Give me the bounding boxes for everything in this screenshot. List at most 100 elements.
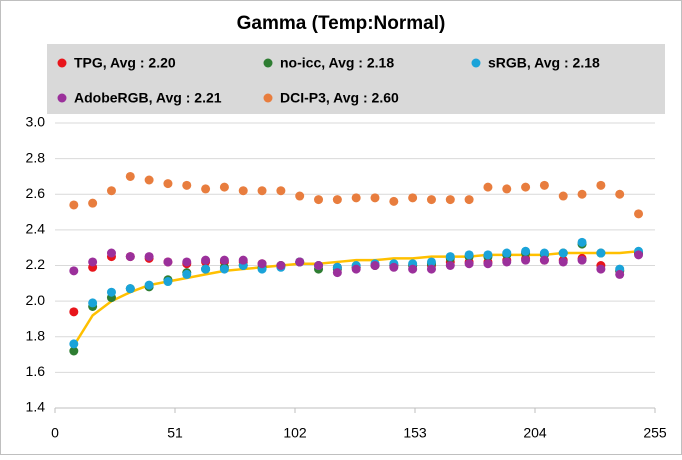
data-point bbox=[577, 189, 587, 199]
y-tick-label: 1.4 bbox=[26, 399, 46, 415]
data-point bbox=[219, 182, 229, 192]
data-point bbox=[370, 193, 380, 203]
data-point bbox=[182, 180, 192, 190]
legend-marker bbox=[263, 58, 273, 68]
data-point bbox=[558, 257, 568, 267]
data-point bbox=[219, 264, 229, 274]
data-point bbox=[314, 261, 324, 270]
data-point bbox=[295, 191, 305, 201]
data-point bbox=[464, 259, 474, 269]
data-point bbox=[389, 196, 399, 206]
y-tick-label: 1.6 bbox=[26, 363, 46, 379]
data-point bbox=[332, 195, 342, 205]
data-point bbox=[106, 186, 116, 196]
data-point bbox=[558, 248, 568, 258]
data-point bbox=[539, 180, 549, 190]
data-point bbox=[445, 195, 455, 205]
legend-marker bbox=[57, 58, 67, 68]
data-point bbox=[351, 193, 361, 203]
data-point bbox=[295, 257, 305, 267]
data-point bbox=[596, 180, 606, 190]
data-point bbox=[314, 195, 324, 205]
data-point bbox=[426, 195, 436, 205]
data-point bbox=[163, 179, 173, 189]
data-point bbox=[539, 248, 549, 258]
data-point bbox=[445, 261, 455, 270]
data-point bbox=[558, 191, 568, 201]
data-point bbox=[257, 259, 267, 269]
data-point bbox=[201, 255, 211, 265]
x-tick-label: 51 bbox=[167, 425, 183, 441]
data-point bbox=[426, 257, 436, 267]
data-point bbox=[182, 257, 192, 267]
y-tick-label: 3.0 bbox=[26, 114, 46, 130]
data-point bbox=[144, 175, 154, 185]
data-point bbox=[69, 346, 79, 356]
data-point bbox=[521, 246, 531, 256]
data-point bbox=[408, 264, 418, 274]
data-point bbox=[408, 193, 418, 203]
y-tick-label: 1.8 bbox=[26, 327, 46, 343]
data-point bbox=[351, 264, 361, 274]
data-point bbox=[483, 259, 493, 269]
data-point bbox=[464, 195, 474, 205]
data-point bbox=[88, 298, 98, 308]
data-point bbox=[201, 264, 211, 274]
data-point bbox=[106, 287, 116, 297]
x-tick-label: 153 bbox=[403, 425, 427, 441]
x-tick-label: 102 bbox=[283, 425, 307, 441]
data-point bbox=[332, 268, 342, 278]
data-point bbox=[634, 250, 644, 260]
data-point bbox=[69, 200, 79, 210]
data-point bbox=[201, 184, 211, 194]
data-point bbox=[88, 257, 98, 267]
legend-label: DCI-P3, Avg : 2.60 bbox=[280, 90, 399, 106]
legend-label: TPG, Avg : 2.20 bbox=[74, 55, 176, 71]
data-point bbox=[483, 250, 493, 260]
data-point bbox=[69, 339, 79, 349]
y-tick-label: 2.4 bbox=[26, 221, 46, 237]
data-point bbox=[502, 184, 512, 194]
data-point bbox=[125, 171, 135, 181]
data-point bbox=[596, 248, 606, 258]
legend-marker bbox=[57, 93, 67, 103]
data-point bbox=[257, 186, 267, 196]
data-point bbox=[389, 262, 399, 272]
data-point bbox=[163, 257, 173, 267]
data-point bbox=[521, 182, 531, 192]
y-tick-label: 2.2 bbox=[26, 256, 46, 272]
data-point bbox=[163, 277, 173, 287]
data-point bbox=[370, 261, 380, 270]
data-point bbox=[69, 307, 79, 317]
data-point bbox=[88, 198, 98, 208]
legend-marker bbox=[263, 93, 273, 103]
data-point bbox=[615, 269, 625, 279]
data-point bbox=[276, 186, 286, 196]
data-point bbox=[483, 182, 493, 192]
chart-title: Gamma (Temp:Normal) bbox=[237, 13, 446, 34]
data-point bbox=[182, 269, 192, 279]
data-point bbox=[125, 284, 135, 294]
y-tick-label: 2.0 bbox=[26, 292, 46, 308]
data-point bbox=[426, 264, 436, 274]
data-point bbox=[615, 189, 625, 199]
data-point bbox=[144, 252, 154, 262]
x-tick-label: 0 bbox=[51, 425, 59, 441]
x-tick-label: 204 bbox=[523, 425, 547, 441]
legend-label: AdobeRGB, Avg : 2.21 bbox=[74, 90, 222, 106]
data-point bbox=[521, 255, 531, 265]
data-point bbox=[276, 261, 286, 270]
y-tick-label: 2.8 bbox=[26, 149, 46, 165]
data-point bbox=[464, 250, 474, 260]
data-point bbox=[69, 266, 79, 276]
data-point bbox=[106, 248, 116, 258]
legend-label: sRGB, Avg : 2.18 bbox=[488, 55, 600, 71]
data-point bbox=[125, 252, 135, 262]
data-point bbox=[238, 186, 248, 196]
data-point bbox=[577, 237, 587, 247]
legend-marker bbox=[471, 58, 481, 68]
data-point bbox=[596, 264, 606, 274]
data-point bbox=[238, 255, 248, 265]
legend-label: no-icc, Avg : 2.18 bbox=[280, 55, 394, 71]
y-tick-label: 2.6 bbox=[26, 185, 46, 201]
